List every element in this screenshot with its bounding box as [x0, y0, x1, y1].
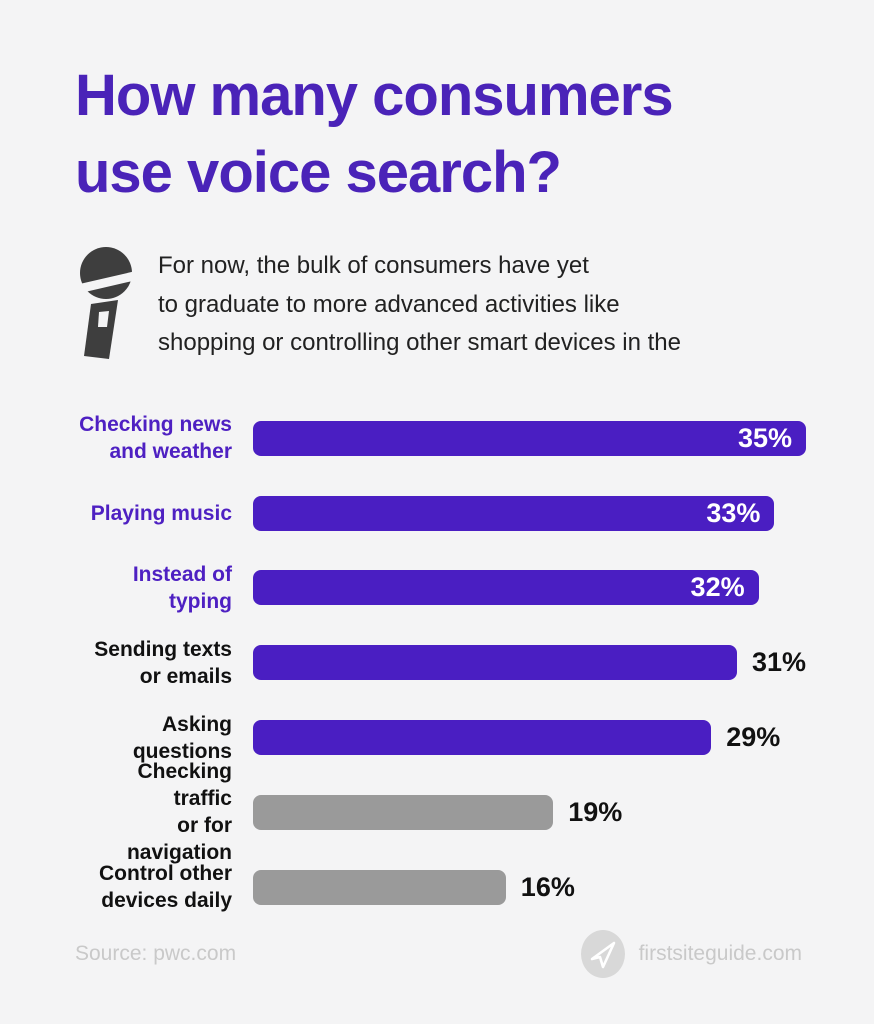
chart-row: Instead of typing 32%: [75, 551, 802, 626]
page-title: How many consumers use voice search?: [75, 57, 802, 211]
bar: 33%: [253, 495, 775, 531]
source-credit: Source: pwc.com: [75, 942, 237, 965]
bar-track: 31%: [253, 645, 806, 681]
bar-track: 33%: [253, 495, 806, 531]
bar-category-label: Asking questions: [132, 712, 232, 763]
chart-row: Asking questions 29%: [75, 700, 802, 775]
bar: [253, 645, 737, 681]
brand-name: firstsiteguide.com: [638, 942, 802, 965]
intro-text: For now, the bulk of consumers have yet …: [158, 247, 681, 363]
chart-row: Playing music 33%: [75, 476, 802, 551]
bar: [253, 869, 506, 905]
bar-value-label: 19%: [568, 796, 623, 827]
bar-track: 16%: [253, 869, 806, 905]
bar: 35%: [253, 420, 806, 456]
bar-value-label: 31%: [751, 647, 806, 678]
intro-line2: to graduate to more advanced activities …: [158, 290, 620, 318]
intro-section: For now, the bulk of consumers have yet …: [72, 245, 802, 363]
chart-row: Sending texts or emails 31%: [75, 625, 806, 700]
chart-row: Checking news and weather 35%: [75, 401, 806, 476]
bar-track: 35%: [253, 420, 806, 456]
footer: Source: pwc.com firstsiteguide.com: [75, 930, 802, 1006]
page-title-line1: How many consumers: [75, 63, 674, 128]
brand-badge: firstsiteguide.com: [579, 930, 802, 978]
chart-row: Control other devices daily 16%: [75, 850, 802, 925]
bar-value-label: 16%: [520, 871, 575, 902]
bar-chart: Checking news and weather 35% Playing mus…: [75, 401, 806, 925]
bar-value-label: 32%: [690, 572, 745, 603]
bar-value-label: 35%: [737, 422, 792, 453]
bar-track: 19%: [253, 794, 806, 830]
paper-plane-icon: [580, 930, 625, 978]
chart-row: Checking traffic or for navigation 19%: [75, 760, 802, 864]
bar-category-label: Checking traffic or for navigation: [126, 760, 232, 865]
bar-track: 29%: [253, 720, 806, 756]
bar: [253, 794, 554, 830]
page-title-line2: use voice search?: [75, 140, 562, 205]
bar: [253, 720, 712, 756]
intro-line1: For now, the bulk of consumers have yet: [158, 252, 589, 279]
bar-value-label: 29%: [726, 722, 781, 753]
bar: 32%: [253, 570, 759, 606]
bar-category-label: Playing music: [90, 501, 232, 525]
bar-category-label: Control other devices daily: [99, 862, 232, 913]
bar-category-label: Sending texts or emails: [94, 637, 232, 688]
bar-category-label: Instead of typing: [132, 562, 232, 613]
bar-track: 32%: [253, 570, 806, 606]
intro-line3: shopping or controlling other smart devi…: [158, 329, 681, 356]
microphone-icon: [72, 247, 136, 359]
bar-value-label: 33%: [706, 497, 761, 528]
bar-category-label: Checking news and weather: [79, 413, 232, 464]
